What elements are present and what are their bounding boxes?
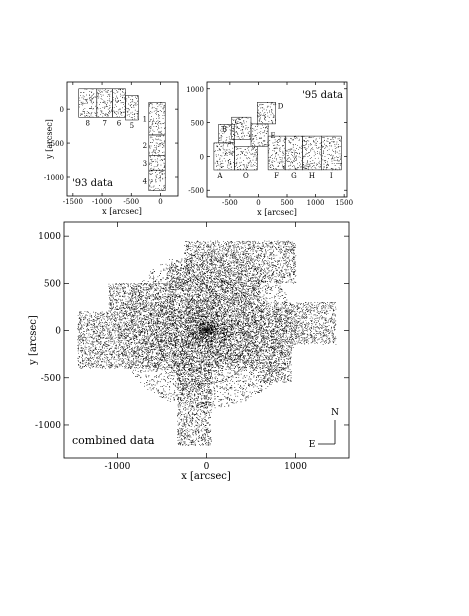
panel-93-ticks: -1500 -1000 -500 0 -1000 -500 0	[44, 82, 178, 206]
y-tick-label-p95-1: 0	[200, 153, 204, 161]
field-label-8: 8	[85, 119, 89, 127]
panel-combined-xlabel: x [arcsec]	[181, 471, 231, 482]
field-label-G: G	[291, 172, 297, 180]
x-tick-label-p93-0: -1500	[63, 198, 83, 206]
x-tick-label-p95-0: -500	[222, 199, 238, 207]
panel-95-annotation: '95 data	[302, 90, 343, 101]
x-tick-label-combined-2: 1000	[284, 462, 307, 472]
panel-95-ticks: -500 0 500 1000 1500 -500 0 500 1000	[186, 82, 353, 207]
panel-combined-ylabel: y [arcsec]	[28, 315, 39, 366]
reference-circle	[156, 277, 257, 384]
x-tick-label-p95-3: 1000	[307, 199, 325, 207]
y-tick-label-p93-1: -500	[48, 140, 64, 148]
panel-combined-data: -1000 0 1000 -1000 -500 0 500 1000 combined dat…	[28, 221, 350, 482]
field-label-7: 7	[102, 119, 106, 127]
scatter-points-combined	[77, 240, 337, 447]
field-box-I	[321, 135, 342, 171]
field-box-4	[148, 169, 166, 191]
x-tick-label-combined-1: 0	[204, 462, 210, 472]
panel-combined-points	[77, 240, 337, 447]
compass-north-label: N	[331, 408, 339, 418]
field-label-1: 1	[143, 116, 147, 124]
y-tick-label-combined-0: -1000	[35, 421, 61, 431]
x-tick-label-combined-0: -1000	[104, 462, 130, 472]
y-tick-label-p93-2: 0	[60, 106, 64, 114]
field-label-3: 3	[143, 160, 147, 168]
x-tick-label-p93-2: -500	[123, 198, 139, 206]
x-tick-label-p93-3: 0	[158, 198, 162, 206]
field-label-B: B	[222, 126, 227, 134]
x-tick-label-p95-4: 1500	[335, 199, 353, 207]
panel-93-frame	[66, 81, 179, 197]
field-label-A: A	[216, 172, 223, 180]
y-tick-label-p93-0: -1000	[44, 174, 64, 182]
field-box-E	[250, 123, 269, 147]
y-tick-label-combined-4: 1000	[38, 232, 61, 242]
compass-east-label: E	[309, 440, 316, 450]
y-tick-label-p95-2: 500	[191, 120, 204, 128]
y-tick-label-p95-3: 1000	[186, 86, 204, 94]
panel-combined-extras	[156, 277, 257, 384]
panel-93-data: 8 7 6 5 1 2 3 4 -1500 -1000 -500 0 -1000 -500 0 '93 d…	[44, 81, 179, 216]
panel-93-fields: 8 7 6 5 1 2 3 4	[78, 88, 166, 191]
field-label-O: O	[243, 172, 249, 180]
x-tick-label-p93-1: -1000	[92, 198, 112, 206]
field-box-O	[234, 146, 258, 171]
field-label-C: C	[235, 118, 240, 126]
panel-93-xlabel: x [arcsec]	[102, 207, 142, 216]
compass: N E	[309, 408, 339, 450]
y-tick-label-p95-0: -500	[188, 187, 204, 195]
panel-95-frame	[206, 81, 348, 198]
field-label-F: F	[274, 172, 279, 180]
panel-95-xlabel: x [arcsec]	[257, 208, 297, 217]
panel-93-ylabel: y [arcsec]	[45, 119, 54, 160]
field-label-H: H	[309, 172, 315, 180]
y-tick-label-combined-1: -500	[41, 374, 61, 384]
field-label-4: 4	[143, 177, 148, 185]
panel-93-annotation: '93 data	[72, 178, 113, 189]
field-box-B	[218, 124, 235, 144]
field-label-6: 6	[117, 119, 122, 127]
field-label-2: 2	[143, 142, 147, 150]
panel-combined-ticks: -1000 0 1000 -1000 -500 0 500 1000	[35, 222, 349, 472]
x-tick-label-p95-2: 500	[280, 199, 293, 207]
field-label-5: 5	[130, 122, 134, 130]
field-label-D: D	[278, 102, 284, 110]
field-box-5	[125, 95, 139, 121]
panel-combined-annotation: combined data	[72, 434, 155, 447]
field-label-I: I	[330, 172, 333, 180]
y-tick-label-combined-2: 0	[55, 327, 61, 337]
x-tick-label-p95-1: 0	[256, 199, 260, 207]
y-tick-label-combined-3: 500	[44, 279, 61, 289]
